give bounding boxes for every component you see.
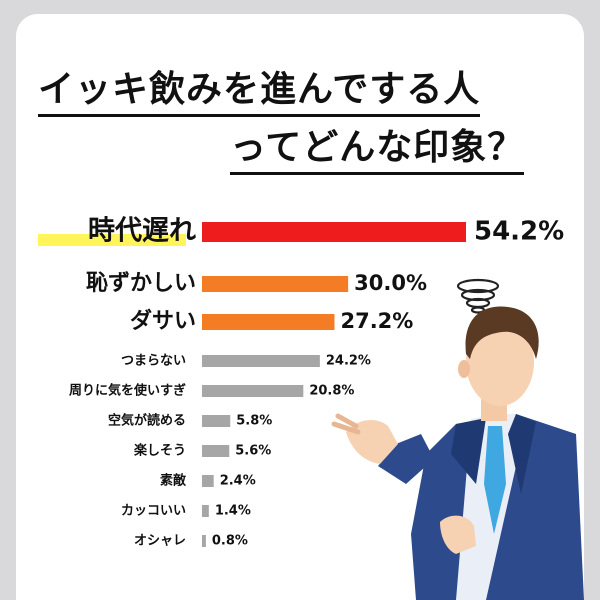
bar (202, 355, 320, 367)
businessman-illustration (331, 278, 584, 600)
bar-value-label: 30.0% (354, 271, 427, 295)
title-line-1: イッキ飲みを進んでする人 (38, 60, 481, 117)
bar (202, 445, 230, 457)
bar-label: オシャレ (134, 534, 186, 549)
label-highlight (38, 234, 186, 246)
lower-hand (440, 515, 476, 554)
bar-value-label: 0.8% (212, 534, 248, 549)
bar-value-label: 5.6% (235, 444, 271, 459)
bar-label: ダサい (130, 308, 196, 334)
bar-label: 時代遅れ (88, 216, 196, 247)
bar-label: 素敵 (160, 473, 187, 489)
raised-arm (378, 434, 434, 484)
hair (465, 306, 539, 359)
bar-label: 空気が読める (108, 413, 186, 429)
bar (202, 505, 209, 517)
bar-value-label: 24.2% (326, 354, 371, 369)
infographic-card: イッキ飲みを進んでする人 ってどんな印象？ 時代遅れ 54.2% 恥ずかしい 30.0… (16, 14, 584, 600)
bar-label: 恥ずかしい (86, 271, 196, 296)
title-line-2: ってどんな印象？ (230, 118, 525, 175)
bar-label: つまらない (121, 354, 186, 369)
bar (202, 535, 206, 547)
bar-value-label: 54.2% (474, 217, 564, 247)
bar-chart: 時代遅れ 54.2% 恥ずかしい 30.0% ダサい 27.2% つまらない 24.2% 周りに… (38, 216, 564, 549)
bar-value-label: 5.8% (236, 414, 272, 429)
bar-value-label: 1.4% (215, 504, 251, 519)
bar (202, 415, 231, 427)
bar-value-label: 27.2% (340, 309, 413, 333)
bar-value-label: 2.4% (220, 474, 256, 489)
bar-label: 周りに気を使いすぎ (69, 383, 186, 399)
bar (202, 314, 335, 330)
tie (484, 426, 506, 534)
bar (202, 475, 214, 487)
bar (202, 385, 304, 397)
bar-value-label: 20.8% (309, 384, 354, 399)
bar-label: 楽しそう (133, 443, 186, 459)
dizzy-swirl-icon (456, 278, 500, 314)
face (466, 318, 534, 406)
bar (202, 222, 466, 242)
bar-label: カッコいい (121, 504, 186, 519)
bar (202, 276, 349, 292)
